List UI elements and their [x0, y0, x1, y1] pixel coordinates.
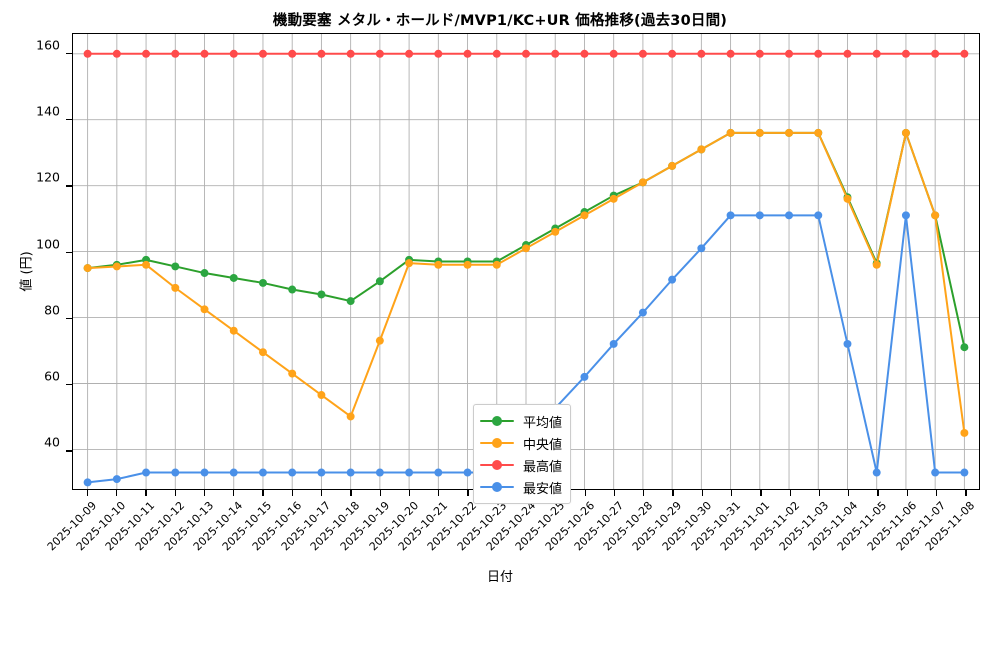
x-tick-mark — [672, 490, 674, 496]
legend-item-3[interactable]: 最安値 — [480, 476, 562, 498]
series-2 — [83, 49, 969, 58]
legend-label: 平均値 — [523, 415, 563, 431]
series-1 — [83, 128, 969, 437]
x-tick-mark — [701, 490, 704, 496]
legend-swatch-icon — [480, 436, 514, 450]
y-tick-label: 100 — [36, 236, 60, 252]
y-tick-label: 160 — [36, 37, 60, 53]
x-tick-mark — [350, 490, 352, 496]
x-tick-mark — [379, 490, 381, 496]
y-tick-label: 40 — [44, 434, 60, 450]
legend-item-2[interactable]: 最高値 — [480, 454, 562, 476]
legend-item-1[interactable]: 中央値 — [480, 432, 562, 454]
legend-item-0[interactable]: 平均値 — [480, 410, 562, 432]
legend-label: 最高値 — [523, 459, 563, 475]
legend-swatch-icon — [480, 458, 514, 472]
x-tick-mark — [789, 490, 791, 496]
x-tick-mark — [438, 490, 440, 496]
x-tick-mark — [467, 490, 469, 496]
x-tick-mark — [965, 490, 967, 496]
x-tick-mark — [936, 490, 938, 496]
chart-figure: 機動要塞 メタル・ホールド/MVP1/KC+UR 価格推移(過去30日間) 値 … — [19, 13, 980, 585]
x-tick-mark — [906, 490, 909, 496]
x-tick-mark — [731, 490, 733, 496]
legend-label: 中央値 — [523, 437, 563, 453]
x-tick-mark — [613, 490, 616, 496]
legend-swatch-icon — [480, 414, 514, 428]
y-tick-label: 80 — [44, 302, 60, 318]
x-tick-mark — [115, 490, 118, 496]
x-tick-mark — [174, 490, 176, 496]
x-tick-mark — [86, 490, 88, 496]
x-tick-mark — [233, 490, 235, 496]
y-tick-label: 140 — [36, 103, 60, 119]
x-tick-mark — [877, 490, 879, 496]
chart-legend[interactable]: 平均値中央値最高値最安値 — [473, 404, 572, 504]
y-axis-label: 値 (円) — [19, 251, 35, 292]
x-tick-mark — [203, 490, 206, 496]
x-axis-label: 日付 — [486, 570, 513, 585]
x-tick-mark — [291, 490, 293, 496]
x-tick-mark — [262, 490, 264, 496]
x-tick-mark — [643, 490, 645, 496]
x-tick-mark — [760, 490, 762, 496]
chart-title: 機動要塞 メタル・ホールド/MVP1/KC+UR 価格推移(過去30日間) — [272, 13, 728, 29]
legend-label: 最安値 — [523, 481, 563, 497]
x-tick-mark — [848, 490, 850, 496]
legend-swatch-icon — [480, 480, 514, 494]
y-tick-label: 120 — [36, 169, 60, 185]
y-tick-label: 60 — [44, 368, 60, 384]
x-tick-mark — [818, 490, 821, 496]
x-tick-mark — [584, 490, 586, 496]
x-tick-mark — [408, 490, 411, 496]
x-tick-mark — [145, 490, 147, 496]
x-tick-mark — [320, 490, 323, 496]
